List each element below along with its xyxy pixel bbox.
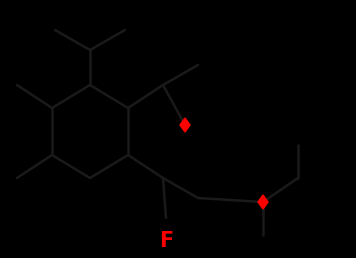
- Text: F: F: [159, 231, 173, 251]
- Polygon shape: [180, 118, 190, 132]
- Polygon shape: [258, 195, 268, 209]
